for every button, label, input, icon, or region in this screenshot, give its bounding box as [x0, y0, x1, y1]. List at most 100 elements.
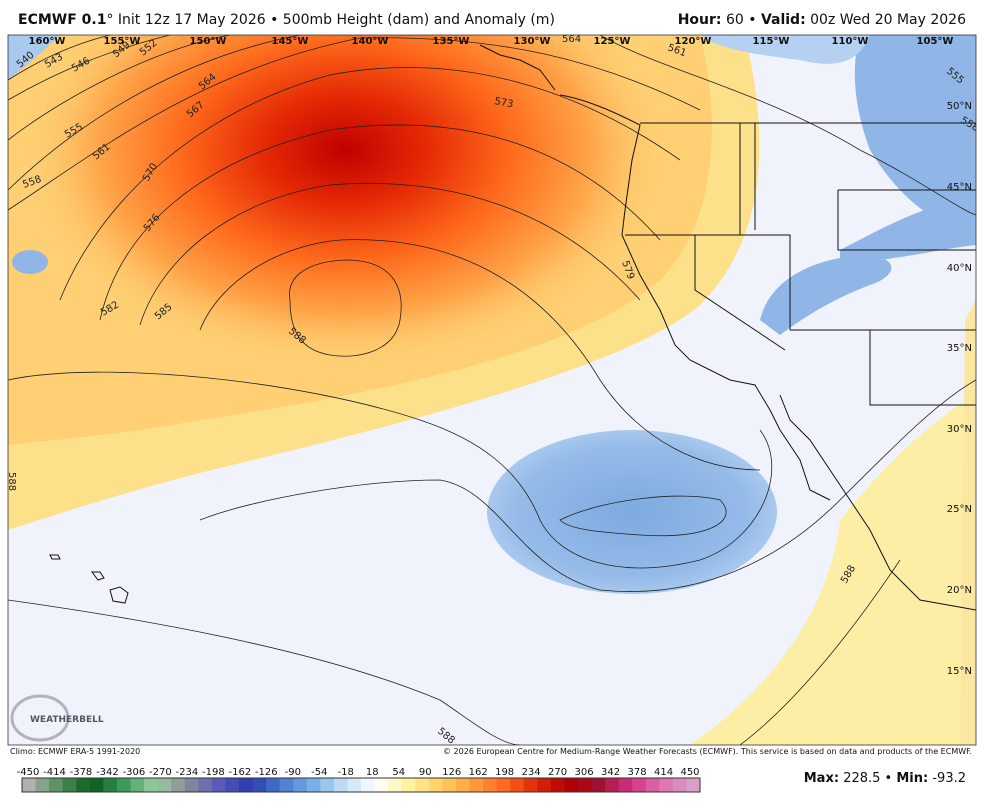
colorbar-label: -18 [338, 767, 354, 778]
colorbar-swatch [618, 778, 633, 792]
colorbar-swatch [577, 778, 593, 792]
colorbar-swatch [686, 778, 701, 792]
colorbar-swatch [306, 778, 321, 792]
header-right: Hour: 60 • Valid: 00z Wed 20 May 2026 [678, 12, 966, 28]
colorbar-swatch [62, 778, 77, 792]
colorbar-swatch [116, 778, 131, 792]
latitude-label: 25°N [947, 504, 972, 515]
colorbar-swatch [171, 778, 186, 792]
max-label: Max: [803, 771, 840, 786]
colorbar-swatch [266, 778, 281, 792]
colorbar-swatch [252, 778, 267, 792]
logo-text: WEATHERBELL [30, 715, 104, 725]
colorbar-label: 450 [680, 767, 699, 778]
colorbar-label: -414 [43, 767, 66, 778]
latitude-label: 45°N [947, 182, 972, 193]
colorbar-label: -234 [176, 767, 199, 778]
longitude-label: 120°W [675, 36, 712, 47]
description: ° Init 12z 17 May 2026 • 500mb Height (d… [106, 12, 555, 28]
latitude-label: 40°N [947, 263, 972, 274]
colorbar-swatch [428, 778, 443, 792]
coastlines [49, 44, 976, 611]
max: 228.5 [843, 771, 881, 786]
colorbar-swatch [523, 778, 538, 792]
colorbar-swatch [469, 778, 484, 792]
colorbar-swatch [632, 778, 647, 792]
contour-label: 573 [493, 96, 514, 110]
colorbar-swatch [89, 778, 104, 792]
colorbar-label: -450 [17, 767, 40, 778]
contour-label: 564 [562, 34, 581, 45]
colorbar-swatch [184, 778, 199, 792]
stats: Max: 228.5 • Min: -93.2 [804, 771, 966, 786]
colorbar-swatch [401, 778, 416, 792]
climo: Climo: ECMWF ERA-5 1991-2020 [10, 747, 141, 756]
colorbar-label: 198 [495, 767, 514, 778]
header-left: ECMWF 0.1° Init 12z 17 May 2026 • 500mb … [18, 12, 555, 28]
colorbar-label: 18 [366, 767, 379, 778]
longitude-label: 105°W [917, 36, 954, 47]
colorbar-swatch [144, 778, 159, 792]
colorbar-swatch [76, 778, 91, 792]
longitude-label: 110°W [832, 36, 869, 47]
hour: 60 • [725, 12, 757, 28]
latitude-label: 35°N [947, 343, 972, 354]
latitude-label: 15°N [947, 666, 972, 677]
colorbar-swatch [550, 778, 565, 792]
colorbar-swatch [510, 778, 525, 792]
longitude-label: 160°W [29, 36, 66, 47]
longitude-label: 125°W [594, 36, 631, 47]
min: -93.2 [932, 771, 966, 786]
colorbar-swatch [103, 778, 118, 792]
map-field: 540 543 546 549 552 555 558 561 564 567 … [6, 34, 976, 745]
colorbar-swatch [279, 778, 294, 792]
colorbar-swatch [496, 778, 511, 792]
colorbar-swatch [483, 778, 498, 792]
colorbar-swatch [347, 778, 362, 792]
colorbar-swatch [361, 778, 376, 792]
colorbar-swatch [645, 778, 660, 792]
colorbar-label: -90 [285, 767, 301, 778]
colorbar-label: 342 [601, 767, 620, 778]
longitude-label: 155°W [104, 36, 141, 47]
colorbar-swatch [659, 778, 674, 792]
longitude-label: 135°W [433, 36, 470, 47]
colorbar-label: -342 [96, 767, 119, 778]
longitude-label: 140°W [352, 36, 389, 47]
contour-label: 588 [6, 472, 17, 491]
hour-label: Hour: [677, 12, 722, 28]
colorbar-swatch [157, 778, 172, 792]
colorbar-swatch [591, 778, 606, 792]
colorbar-label: 90 [419, 767, 432, 778]
min-label: Min: [896, 771, 929, 786]
colorbar-swatch [49, 778, 64, 792]
colorbar-swatch [333, 778, 348, 792]
colorbar-label: 414 [654, 767, 673, 778]
separator: • [884, 771, 893, 786]
colorbar-label: -54 [311, 767, 327, 778]
model: ECMWF 0.1 [18, 12, 107, 28]
logo: WEATHERBELL [10, 694, 104, 742]
colorbar-label: -198 [202, 767, 225, 778]
longitude-label: 130°W [514, 36, 551, 47]
colorbar-swatch [374, 778, 389, 792]
longitude-label: 115°W [753, 36, 790, 47]
map-frame [7, 34, 977, 746]
colorbar-swatch [211, 778, 226, 792]
colorbar-swatch [537, 778, 552, 792]
colorbar-label: 126 [442, 767, 461, 778]
colorbar-label: 54 [392, 767, 405, 778]
valid: 00z Wed 20 May 2026 [810, 12, 966, 28]
colorbar-label: -162 [228, 767, 251, 778]
valid-label: Valid: [760, 12, 806, 28]
colorbar-swatch [130, 778, 145, 792]
colorbar-label: 162 [469, 767, 488, 778]
colorbar-swatch [198, 778, 213, 792]
colorbar-label: 378 [627, 767, 646, 778]
colorbar-swatch [442, 778, 457, 792]
colorbar-label: -378 [70, 767, 93, 778]
colorbar-label: 270 [548, 767, 567, 778]
colorbar-frame [21, 777, 701, 793]
latitude-label: 50°N [947, 101, 972, 112]
